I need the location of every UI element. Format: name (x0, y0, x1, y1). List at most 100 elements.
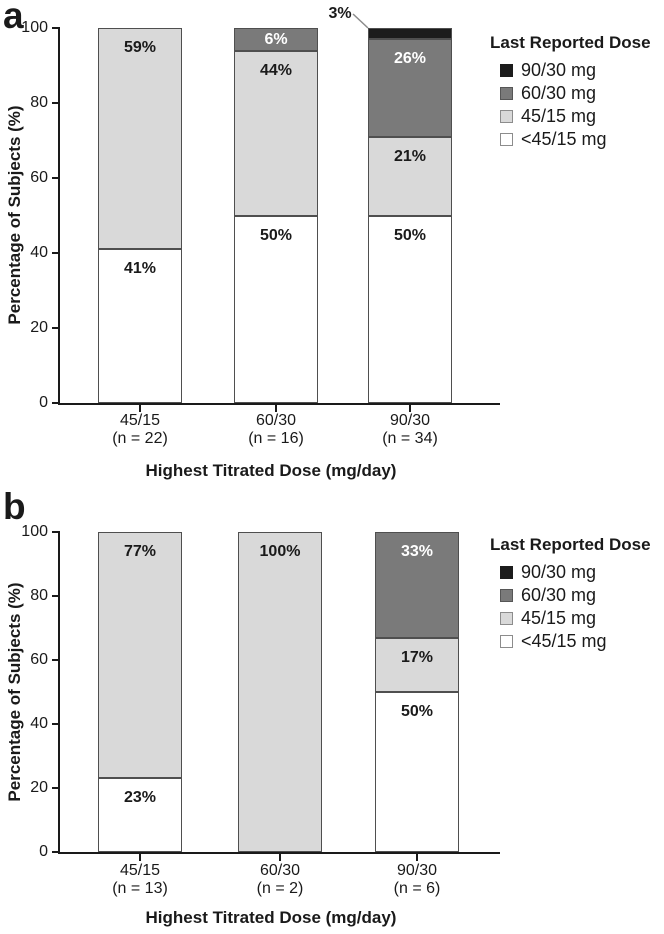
bar-segment (368, 137, 452, 216)
y-tick (52, 531, 60, 533)
x-tick (139, 405, 141, 412)
segment-label: 50% (393, 227, 427, 244)
x-axis-line (58, 852, 500, 854)
y-tick (52, 787, 60, 789)
x-category-count: (n = 16) (248, 430, 304, 447)
x-tick (416, 854, 418, 861)
legend-swatch-icon (500, 133, 513, 146)
segment-label: 50% (259, 227, 293, 244)
legend-a: Last Reported Dose 90/30 mg 60/30 mg 45/15… (490, 32, 662, 151)
y-tick (52, 177, 60, 179)
legend-b: Last Reported Dose 90/30 mg 60/30 mg 45/15… (490, 534, 662, 653)
x-category-label: 45/15 (119, 862, 161, 879)
y-tick (52, 402, 60, 404)
legend-swatch-icon (500, 589, 513, 602)
y-tick-label: 60 (30, 651, 48, 668)
bar-segment (368, 28, 452, 39)
segment-label: 23% (123, 789, 157, 806)
bar-segment (238, 532, 322, 852)
legend-item: <45/15 mg (490, 630, 662, 653)
legend-item: 45/15 mg (490, 607, 662, 630)
legend-item-label: <45/15 mg (521, 129, 607, 149)
y-tick-label: 100 (21, 523, 48, 540)
segment-label: 41% (123, 260, 157, 277)
segment-label: 50% (400, 703, 434, 720)
legend-item-label: <45/15 mg (521, 631, 607, 651)
y-tick-label: 40 (30, 244, 48, 261)
x-tick (279, 854, 281, 861)
segment-label: 59% (123, 39, 157, 56)
x-tick (139, 854, 141, 861)
bar-segment (234, 216, 318, 403)
bar-segment (98, 249, 182, 403)
bar-segment (98, 532, 182, 778)
x-category-label: 60/30 (255, 412, 297, 429)
legend-item: <45/15 mg (490, 128, 662, 151)
legend-item-label: 90/30 mg (521, 562, 597, 582)
segment-label: 21% (393, 148, 427, 165)
x-category-count: (n = 34) (382, 430, 438, 447)
x-category-count: (n = 2) (256, 880, 304, 897)
x-category-count: (n = 6) (393, 880, 441, 897)
bar-segment (375, 532, 459, 638)
bar-segment (98, 28, 182, 249)
legend-item-label: 60/30 mg (521, 83, 597, 103)
segment-label: 44% (259, 62, 293, 79)
x-category-count: (n = 13) (112, 880, 168, 897)
x-tick (409, 405, 411, 412)
y-tick (52, 252, 60, 254)
y-tick (52, 723, 60, 725)
legend-item-label: 60/30 mg (521, 585, 597, 605)
y-axis-line (58, 532, 60, 854)
legend-items-b: 90/30 mg 60/30 mg 45/15 mg <45/15 mg (490, 561, 662, 653)
y-tick (52, 851, 60, 853)
y-tick-label: 20 (30, 319, 48, 336)
x-category-label: 90/30 (396, 862, 438, 879)
y-tick-label: 40 (30, 715, 48, 732)
legend-item: 45/15 mg (490, 105, 662, 128)
y-tick-label: 100 (21, 19, 48, 36)
y-tick (52, 595, 60, 597)
y-tick-label: 20 (30, 779, 48, 796)
panel-label-b: b (3, 486, 26, 527)
bar-segment (234, 28, 318, 51)
legend-title-b: Last Reported Dose (490, 535, 651, 554)
segment-label: 33% (400, 543, 434, 560)
legend-swatch-icon (500, 612, 513, 625)
legend-swatch-icon (500, 64, 513, 77)
y-tick (52, 27, 60, 29)
legend-item: 60/30 mg (490, 82, 662, 105)
y-axis-line (58, 28, 60, 405)
bar-segment (98, 778, 182, 852)
y-tick (52, 659, 60, 661)
segment-label: 100% (259, 543, 301, 560)
segment-label: 26% (393, 50, 427, 67)
y-tick (52, 327, 60, 329)
segment-label: 77% (123, 543, 157, 560)
legend-title-a: Last Reported Dose (490, 33, 651, 52)
panel-label-a: a (3, 0, 24, 36)
bar-segment (375, 638, 459, 692)
legend-swatch-icon (500, 110, 513, 123)
x-category-count: (n = 22) (112, 430, 168, 447)
bar-segment (368, 39, 452, 137)
y-tick-label: 60 (30, 169, 48, 186)
segment-label: 17% (400, 649, 434, 666)
legend-item: 90/30 mg (490, 59, 662, 82)
y-tick-label: 80 (30, 94, 48, 111)
x-axis-title-b: Highest Titrated Dose (mg/day) (145, 908, 397, 927)
x-category-label: 45/15 (119, 412, 161, 429)
y-tick-label: 0 (39, 843, 48, 860)
bar-segment (368, 216, 452, 403)
annotation-label: 3% (328, 5, 352, 22)
y-tick-label: 0 (39, 394, 48, 411)
y-tick-label: 80 (30, 587, 48, 604)
legend-item: 90/30 mg (490, 561, 662, 584)
x-axis-title-a: Highest Titrated Dose (mg/day) (145, 461, 397, 480)
legend-item: 60/30 mg (490, 584, 662, 607)
x-tick (275, 405, 277, 412)
legend-swatch-icon (500, 635, 513, 648)
annotation-leader-line (352, 13, 369, 29)
bar-segment (234, 51, 318, 216)
